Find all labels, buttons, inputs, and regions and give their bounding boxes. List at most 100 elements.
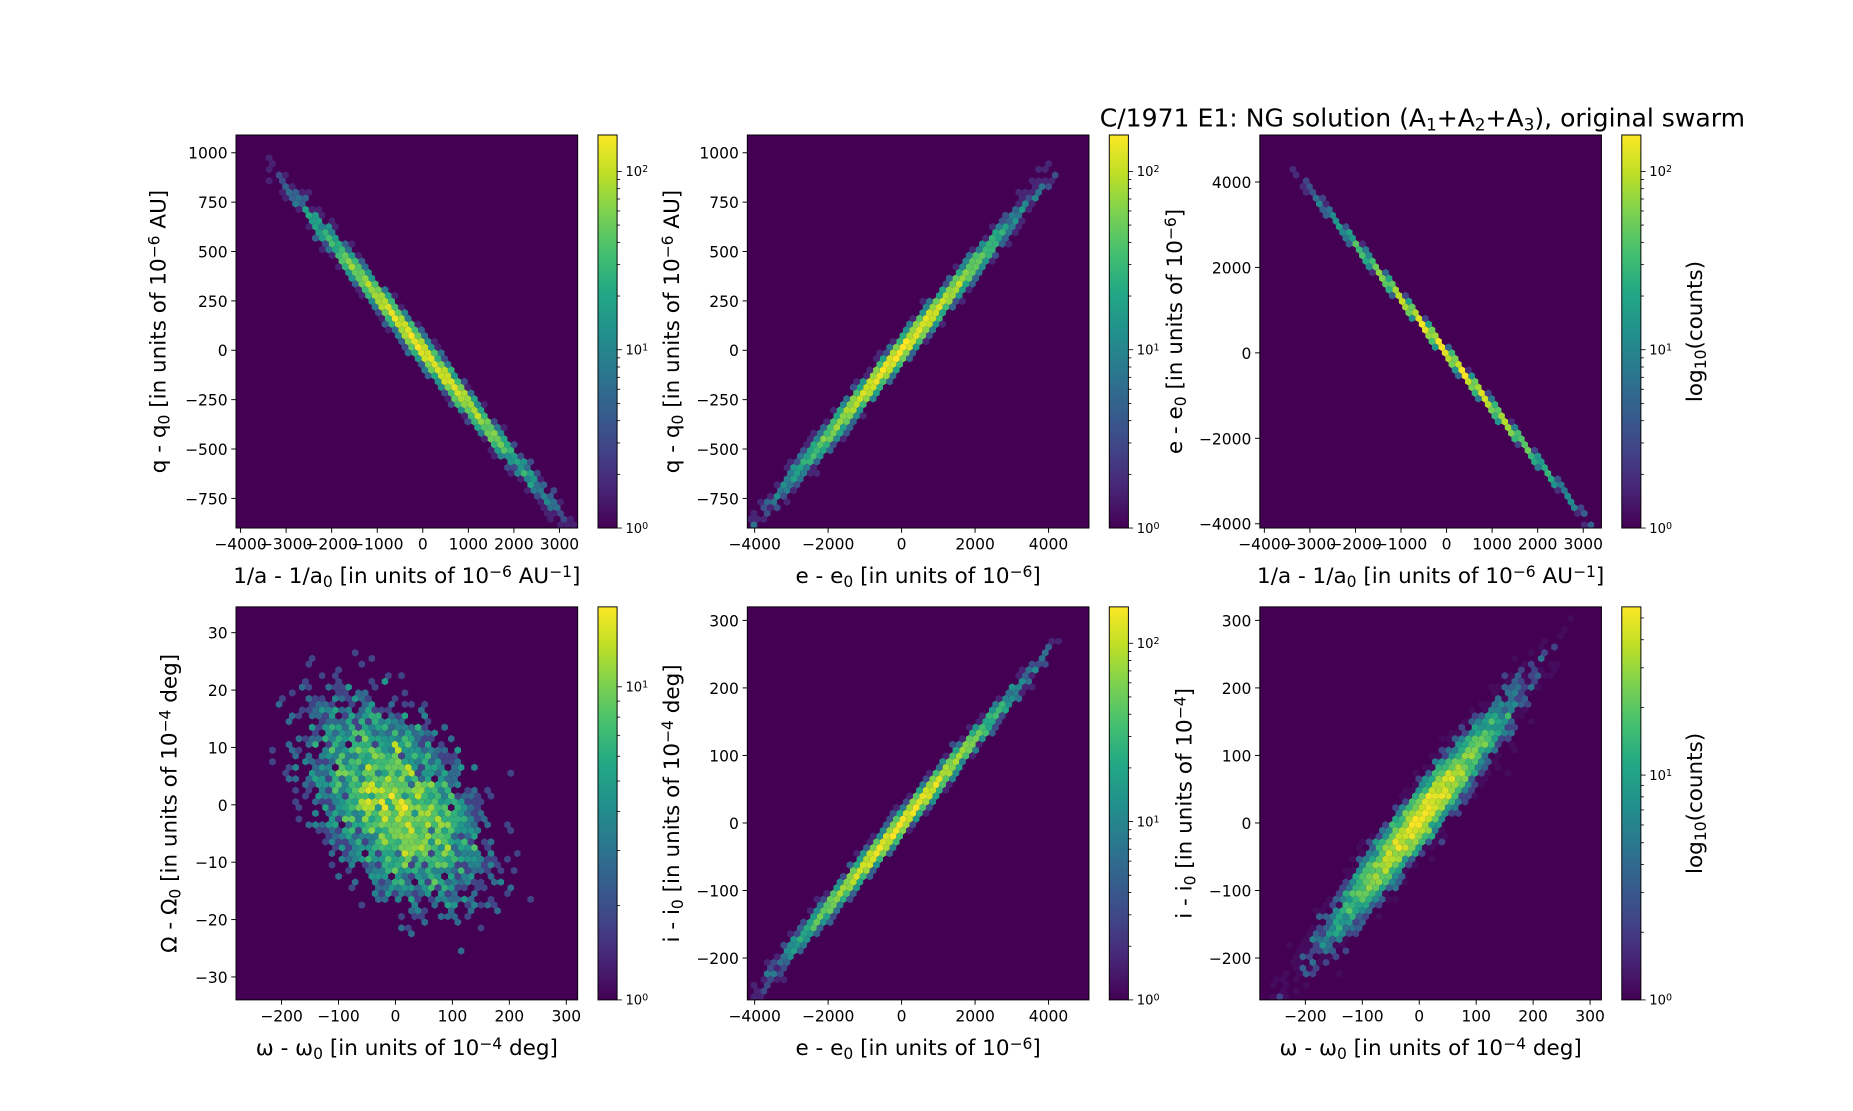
hex-cell — [461, 723, 468, 732]
hex-cell — [1395, 832, 1403, 841]
hex-cell — [444, 729, 452, 737]
hex-cell — [295, 734, 303, 743]
hex-cell — [1534, 671, 1542, 680]
hex-cell — [1514, 429, 1522, 437]
hex-cell — [328, 251, 336, 260]
hex-cell — [411, 809, 419, 818]
hex-cell — [454, 780, 462, 789]
hex-cell — [444, 901, 452, 909]
hex-cell — [1471, 723, 1479, 732]
hex-cell — [408, 838, 415, 846]
hex-cell — [830, 429, 837, 437]
hex-cell — [404, 820, 412, 829]
hex-cell — [869, 855, 877, 863]
x-tick-label: 3000 — [540, 536, 580, 554]
hex-cell — [1425, 780, 1432, 789]
hex-cell — [441, 723, 448, 732]
hex-cell — [995, 717, 1003, 726]
hex-cell — [272, 717, 280, 726]
hex-cell — [305, 660, 313, 669]
hex-cell — [384, 740, 392, 749]
hex-cell — [424, 752, 432, 760]
hex-cell — [1349, 912, 1356, 921]
hex-cell — [434, 826, 442, 835]
hex-cell — [285, 740, 293, 749]
hex-cell — [315, 792, 323, 800]
hex-cell — [1521, 706, 1528, 714]
y-tick-label: 0 — [729, 342, 739, 360]
hex-cell — [1408, 786, 1416, 795]
hex-cell — [368, 677, 376, 686]
hex-cell — [1415, 832, 1423, 841]
hexbin-cells — [242, 608, 564, 1000]
hex-cell — [514, 849, 521, 858]
hex-cell — [358, 280, 366, 288]
hex-cell — [962, 740, 970, 749]
hex-cell — [813, 458, 821, 466]
hex-cell — [1359, 849, 1366, 858]
hex-cell — [1395, 878, 1403, 886]
hex-cell — [1002, 222, 1009, 231]
hex-cell — [982, 245, 989, 254]
hex-cell — [259, 729, 266, 737]
hex-cell — [365, 740, 372, 749]
hex-cell — [919, 780, 927, 789]
hex-cell — [298, 199, 306, 208]
hex-cell — [988, 729, 996, 737]
hex-cell — [1501, 706, 1509, 714]
hex-cell — [490, 809, 498, 818]
hex-cell — [926, 780, 933, 789]
hex-cell — [312, 706, 319, 714]
hex-cell — [1484, 700, 1492, 709]
hex-cell — [411, 752, 419, 760]
hex-cell — [345, 820, 352, 829]
hex-cell — [298, 809, 306, 818]
hex-cell — [896, 349, 903, 357]
hex-cell — [447, 895, 455, 904]
hex-cell — [1438, 746, 1446, 755]
hex-cell — [437, 349, 445, 357]
hex-cell — [892, 815, 900, 823]
hex-cell — [454, 941, 462, 950]
hex-cell — [906, 331, 913, 340]
subplot-1: −4000−3000−2000−1000 0 1000 2000 3000−750−50… — [145, 134, 648, 591]
hex-cell — [1405, 838, 1413, 846]
hex-cell — [1325, 929, 1333, 938]
hex-cell — [391, 820, 399, 829]
hex-cell — [995, 694, 1003, 703]
hex-cell — [341, 838, 349, 846]
hex-cell — [1465, 366, 1472, 374]
hex-cell — [384, 303, 392, 311]
hex-cell — [1025, 666, 1032, 674]
hex-cell — [421, 906, 428, 915]
hex-cell — [1369, 901, 1376, 909]
hex-cell — [481, 412, 488, 420]
hex-cell — [338, 832, 346, 841]
hex-cell — [308, 700, 316, 709]
hex-cell — [1412, 792, 1419, 800]
hex-cell — [437, 866, 445, 875]
hex-cell — [1302, 970, 1310, 978]
hex-cell — [404, 809, 412, 818]
hex-cell — [434, 803, 442, 812]
hex-cell — [1302, 177, 1310, 185]
hex-cell — [245, 740, 253, 749]
hex-cell — [427, 343, 435, 351]
hex-cell — [454, 872, 462, 881]
hex-cell — [1279, 975, 1287, 984]
hex-cell — [753, 987, 761, 995]
hex-cell — [451, 866, 458, 875]
hex-cell — [1491, 412, 1499, 420]
hex-cell — [414, 331, 422, 340]
hex-cell — [391, 775, 399, 783]
hex-cell — [378, 694, 385, 703]
hex-cell — [1481, 763, 1489, 772]
hex-cell — [1511, 689, 1519, 697]
hex-cell — [338, 775, 346, 783]
hex-cell — [777, 970, 784, 978]
hex-cell — [375, 872, 382, 881]
hex-cell — [1325, 205, 1333, 214]
hex-cell — [375, 803, 382, 812]
hex-cell — [404, 729, 412, 737]
hex-cell — [441, 803, 448, 812]
